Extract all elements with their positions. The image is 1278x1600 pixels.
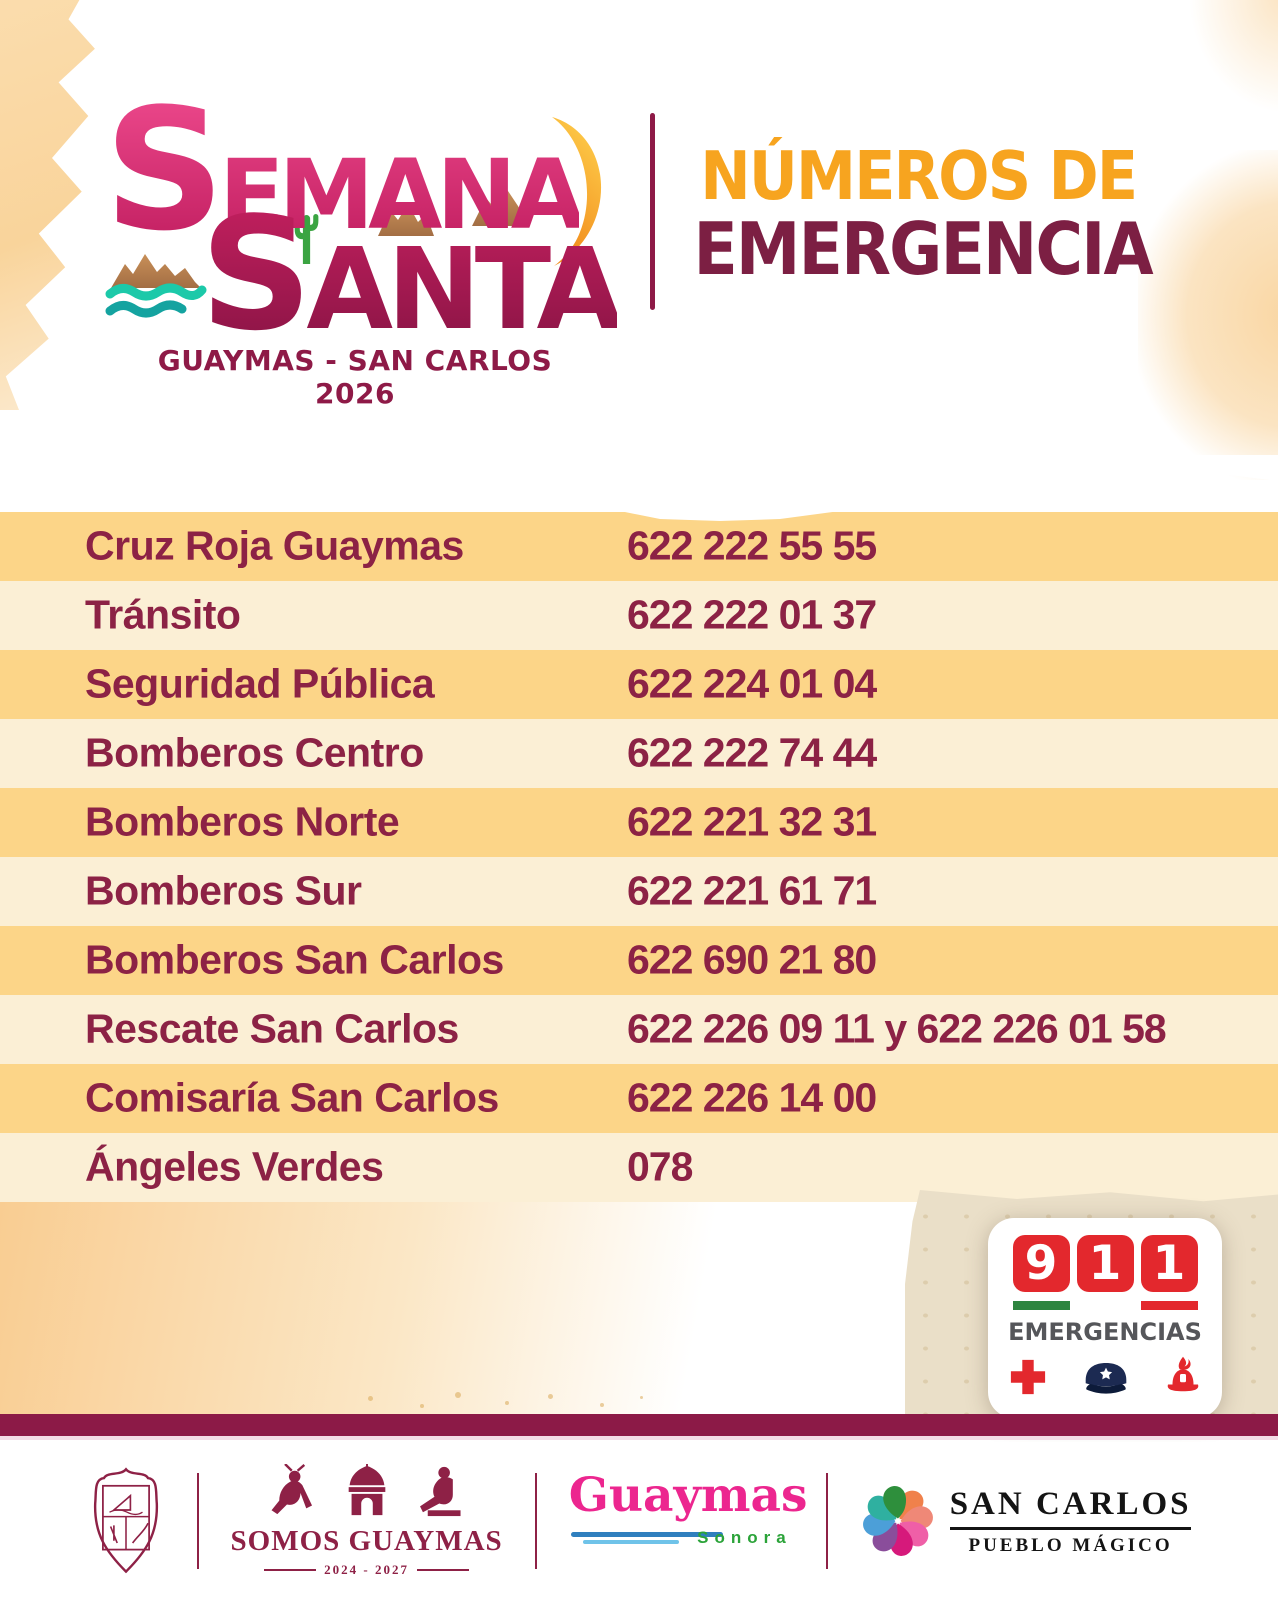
san-carlos-text: SAN CARLOS PUEBLO MÁGICO [949, 1485, 1192, 1557]
green-underline [1012, 1301, 1070, 1310]
directory-row: Comisaría San Carlos 622 226 14 00 [0, 1064, 1278, 1133]
header-divider [650, 113, 655, 310]
service-name: Bomberos San Carlos [85, 936, 504, 983]
kiosk-glyph [348, 1464, 385, 1516]
emergency-directory: Cruz Roja Guaymas 622 222 55 55 Tránsito… [0, 512, 1278, 1202]
page-title-line2: EMERGENCIA [693, 206, 1153, 291]
service-name: Ángeles Verdes [85, 1143, 384, 1190]
footer-divider [825, 1473, 828, 1569]
sun-crescent-icon [552, 117, 602, 266]
san-carlos-rule [949, 1526, 1192, 1530]
san-carlos-name: SAN CARLOS [949, 1485, 1192, 1522]
service-name: Bomberos Norte [85, 798, 400, 845]
somos-guaymas-glyphs [271, 1463, 461, 1517]
years-text: 2024 - 2027 [324, 1562, 410, 1577]
badge-911: 9 1 1 EMERGENCIAS [988, 1218, 1222, 1418]
mountains-icon [378, 204, 434, 236]
service-name: Comisaría San Carlos [85, 1074, 499, 1121]
maroon-bar [0, 1414, 1278, 1436]
service-name: Bomberos Sur [85, 867, 362, 914]
statue-glyph [419, 1466, 461, 1517]
service-phone: 622 226 14 00 [627, 1074, 877, 1121]
somos-guaymas-logo: SOMOS GUAYMAS 2024 - 2027 [230, 1463, 503, 1578]
digit-1b: 1 [1140, 1235, 1198, 1292]
service-name: Tránsito [85, 591, 241, 638]
directory-row: Bomberos Norte 622 221 32 31 [0, 788, 1278, 857]
service-name: Seguridad Pública [85, 660, 435, 707]
service-phone: 622 221 32 31 [627, 798, 877, 845]
brush-texture-right [1138, 150, 1278, 480]
deer-dancer-glyph [271, 1463, 312, 1515]
badge-911-digits: 9 1 1 [988, 1235, 1222, 1292]
directory-row: Ángeles Verdes 078 [0, 1133, 1278, 1202]
guaymas-wordmark: Guaymas [568, 1468, 808, 1523]
service-phone: 622 222 01 37 [627, 591, 877, 638]
brush-texture-top-right [1188, 0, 1278, 114]
year-line [417, 1569, 470, 1571]
service-phone: 622 690 21 80 [627, 936, 877, 983]
badge-911-icons [1009, 1356, 1201, 1398]
footer: SOMOS GUAYMAS 2024 - 2027 Guaymas Sonora [0, 1442, 1278, 1600]
footer-divider [534, 1473, 537, 1569]
somos-guaymas-title: SOMOS GUAYMAS [230, 1525, 503, 1557]
spacer [1077, 1301, 1134, 1310]
logo-word-santa: SANTA [200, 183, 623, 365]
red-underline [1140, 1301, 1198, 1310]
service-name: Bomberos Centro [85, 729, 424, 776]
logo-word-semana: SEMANA [104, 72, 585, 268]
service-name: Rescate San Carlos [85, 1005, 459, 1052]
service-phone: 622 224 01 04 [627, 660, 877, 707]
digit-1: 1 [1076, 1235, 1134, 1292]
sonora-label: Sonora [697, 1528, 792, 1547]
year-line [264, 1569, 317, 1571]
fire-helmet-icon [1167, 1356, 1199, 1392]
directory-row: Rescate San Carlos 622 226 09 11 y 622 2… [0, 995, 1278, 1064]
semana-santa-logo: SEMANA SANTA GUAYMAS - SAN CARLOS 2026 [0, 0, 660, 410]
paint-fade [0, 1202, 960, 1414]
directory-row: Bomberos San Carlos 622 690 21 80 [0, 926, 1278, 995]
police-cap-icon [1085, 1362, 1127, 1394]
service-name: Cruz Roja Guaymas [85, 522, 464, 569]
guaymas-coat-of-arms [93, 1467, 158, 1574]
digit-9: 9 [1012, 1235, 1070, 1292]
service-phone: 622 222 74 44 [627, 729, 877, 776]
page-title: NÚMEROS DE EMERGENCIA [668, 137, 1168, 291]
light-blue-stroke [582, 1540, 679, 1544]
directory-row: Bomberos Centro 622 222 74 44 [0, 719, 1278, 788]
blue-stroke [570, 1532, 723, 1537]
service-phone: 622 221 61 71 [627, 867, 877, 914]
red-cross-icon [1010, 1359, 1046, 1395]
maroon-bar-underline [0, 1436, 1278, 1440]
waves-icon [105, 283, 207, 318]
service-phone: 622 222 55 55 [627, 522, 877, 569]
brush-edge [0, 455, 1278, 521]
cactus-icon [294, 213, 319, 264]
mountains-icon [472, 188, 530, 226]
footer-divider [196, 1473, 199, 1569]
directory-row: Seguridad Pública 622 224 01 04 [0, 650, 1278, 719]
san-carlos-logo: SAN CARLOS PUEBLO MÁGICO [859, 1483, 1192, 1559]
service-phone: 622 226 09 11 y 622 226 01 58 [627, 1005, 1167, 1052]
logo-tagline: GUAYMAS - SAN CARLOS 2026 [157, 344, 553, 410]
directory-row: Bomberos Sur 622 221 61 71 [0, 857, 1278, 926]
service-phone: 078 [627, 1143, 693, 1190]
badge-911-underlines [988, 1301, 1222, 1310]
pinwheel-icon [859, 1483, 936, 1559]
page-title-line1: NÚMEROS DE [700, 137, 1138, 215]
guaymas-sonora-logo: Guaymas Sonora [569, 1466, 808, 1576]
mountains-icon [111, 254, 201, 288]
emergencias-label: EMERGENCIAS [1008, 1318, 1202, 1346]
pueblo-magico-label: PUEBLO MÁGICO [968, 1534, 1173, 1556]
directory-row: Cruz Roja Guaymas 622 222 55 55 [0, 512, 1278, 581]
somos-guaymas-years: 2024 - 2027 [231, 1562, 503, 1578]
directory-row: Tránsito 622 222 01 37 [0, 581, 1278, 650]
